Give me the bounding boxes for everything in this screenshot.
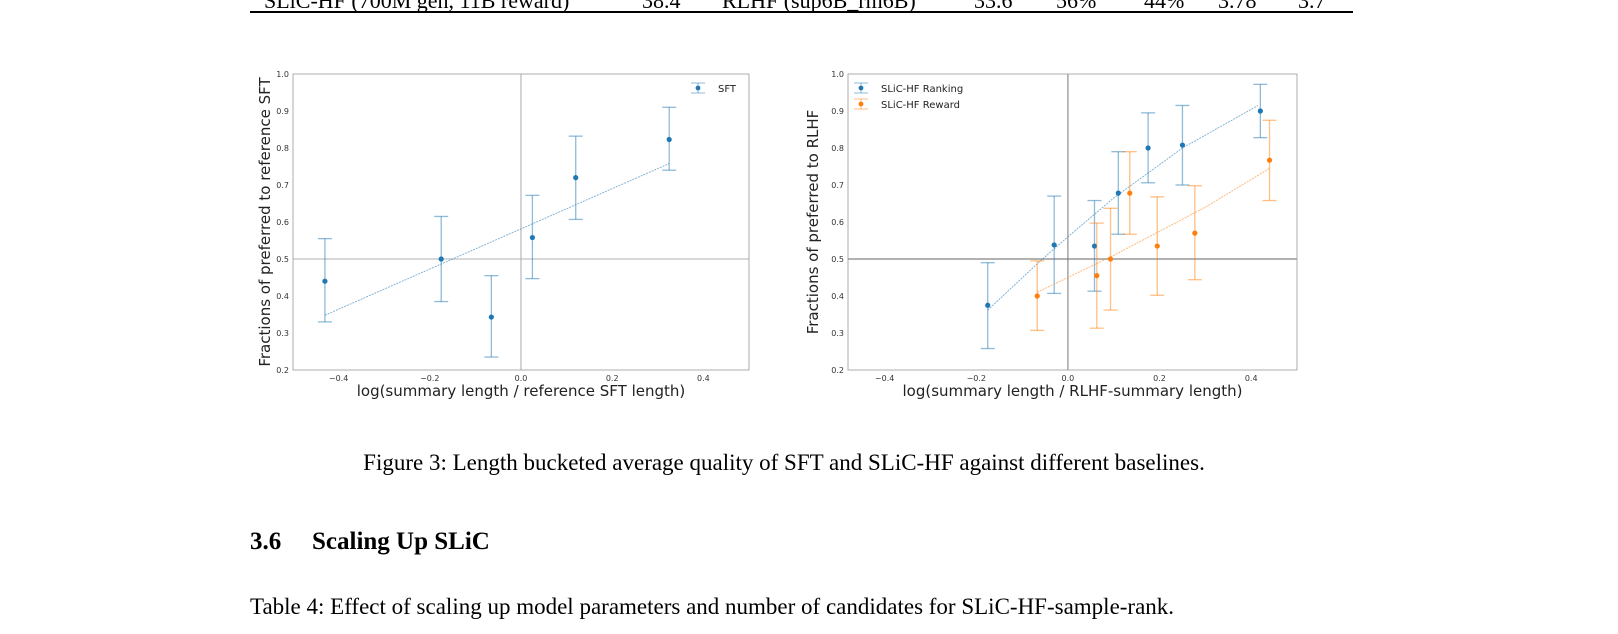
x-tick-label: 0.0	[1062, 374, 1075, 383]
data-point	[1179, 142, 1186, 148]
table-cell: 3.7	[1298, 0, 1326, 13]
data-point	[1091, 243, 1098, 249]
chart-sft-length: 0.2 0.3 0.4 0.5 0.6 0.7 0.8 0.9 1.0 −0.4 −0.2 0.0 0.…	[256, 70, 750, 400]
table-cell: 3.78	[1218, 0, 1257, 13]
y-tick-label: 0.2	[276, 366, 289, 375]
data-point	[1051, 242, 1057, 248]
x-tick-label: 0.2	[1153, 374, 1166, 383]
table-caption: Table 4: Effect of scaling up model para…	[250, 594, 1175, 619]
table-cell: RLHF (sup6B_rm6B)	[722, 0, 916, 13]
data-point	[1107, 256, 1114, 262]
x-tick-label: −0.4	[329, 374, 348, 383]
data-point	[1266, 157, 1273, 163]
table-cell: 33.6	[974, 0, 1013, 13]
x-tick-label: 0.4	[697, 374, 710, 383]
data-point	[1145, 145, 1151, 151]
x-tick-label: 0.4	[1245, 374, 1258, 383]
y-tick-label: 0.5	[276, 255, 289, 264]
data-point	[488, 314, 494, 320]
section-heading: 3.6 Scaling Up SLiC	[250, 528, 490, 556]
x-tick-label: −0.2	[420, 374, 439, 383]
y-axis-label: Fractions of preferred to RLHF	[804, 110, 822, 335]
table-cell: SLiC-HF (700M gen, 11B reward)	[264, 0, 570, 13]
x-axis-label: log(summary length / RLHF-summary length…	[903, 382, 1243, 400]
data-point	[529, 234, 535, 241]
data-point	[1034, 293, 1040, 299]
x-tick-label: 0.2	[606, 374, 619, 383]
table-bottom-rule	[250, 11, 1353, 13]
y-tick-label: 0.6	[831, 218, 844, 227]
legend-marker-icon	[858, 101, 864, 107]
chart-rlhf-length: 0.2 0.3 0.4 0.5 0.6 0.7 0.8 0.9 1.0 −0.4 −0.2 0.0 0.…	[804, 70, 1298, 400]
fit-line	[1037, 167, 1270, 293]
legend-marker-icon	[695, 85, 701, 91]
plot-frame	[292, 73, 750, 371]
x-axis-label: log(summary length / reference SFT lengt…	[357, 382, 686, 400]
legend-label: SLiC-HF Reward	[881, 100, 960, 111]
y-tick-label: 0.9	[831, 107, 844, 116]
x-tick-label: −0.2	[967, 374, 986, 383]
y-tick-label: 0.5	[831, 255, 844, 264]
data-point	[1192, 230, 1198, 236]
y-tick-label: 1.0	[276, 70, 289, 79]
table-cell: 38.4	[642, 0, 681, 13]
y-tick-label: 0.9	[276, 107, 289, 116]
section-title: Scaling Up SLiC	[312, 528, 490, 555]
data-point	[1127, 190, 1133, 196]
y-tick-label: 1.0	[831, 70, 844, 79]
x-tick-label: −0.4	[875, 374, 894, 383]
data-point	[573, 175, 579, 181]
data-point	[666, 136, 672, 143]
y-tick-label: 0.2	[831, 366, 844, 375]
y-tick-label: 0.3	[831, 329, 844, 338]
table-row-fragment: SLiC-HF (700M gen, 11B reward) 38.4 RLHF…	[250, 0, 1353, 13]
section-number: 3.6	[250, 528, 282, 555]
data-point	[1257, 108, 1263, 114]
y-tick-label: 0.6	[276, 218, 289, 227]
legend-marker-icon	[858, 85, 864, 91]
legend-label: SLiC-HF Ranking	[881, 84, 963, 95]
data-point	[438, 256, 444, 262]
table-cell: 56%	[1056, 0, 1097, 13]
y-axis-label: Fractions of preferred to reference SFT	[256, 77, 274, 367]
table-cell: 44%	[1144, 0, 1185, 13]
y-tick-label: 0.8	[831, 144, 844, 153]
fit-line	[987, 105, 1259, 311]
fit-line	[324, 163, 670, 316]
y-tick-label: 0.8	[276, 144, 289, 153]
figure-caption: Figure 3: Length bucketed average qualit…	[363, 450, 1205, 475]
data-point	[1115, 190, 1121, 196]
y-tick-label: 0.7	[276, 181, 289, 190]
y-tick-label: 0.4	[276, 292, 289, 301]
y-tick-label: 0.3	[276, 329, 289, 338]
y-tick-label: 0.4	[831, 292, 844, 301]
y-tick-label: 0.7	[831, 181, 844, 190]
data-point	[322, 278, 328, 284]
x-tick-label: 0.0	[515, 374, 528, 383]
legend-label: SFT	[718, 84, 737, 95]
data-point	[985, 302, 991, 308]
data-point	[1094, 273, 1100, 279]
plot-frame	[847, 73, 1298, 371]
data-point	[1154, 243, 1160, 249]
